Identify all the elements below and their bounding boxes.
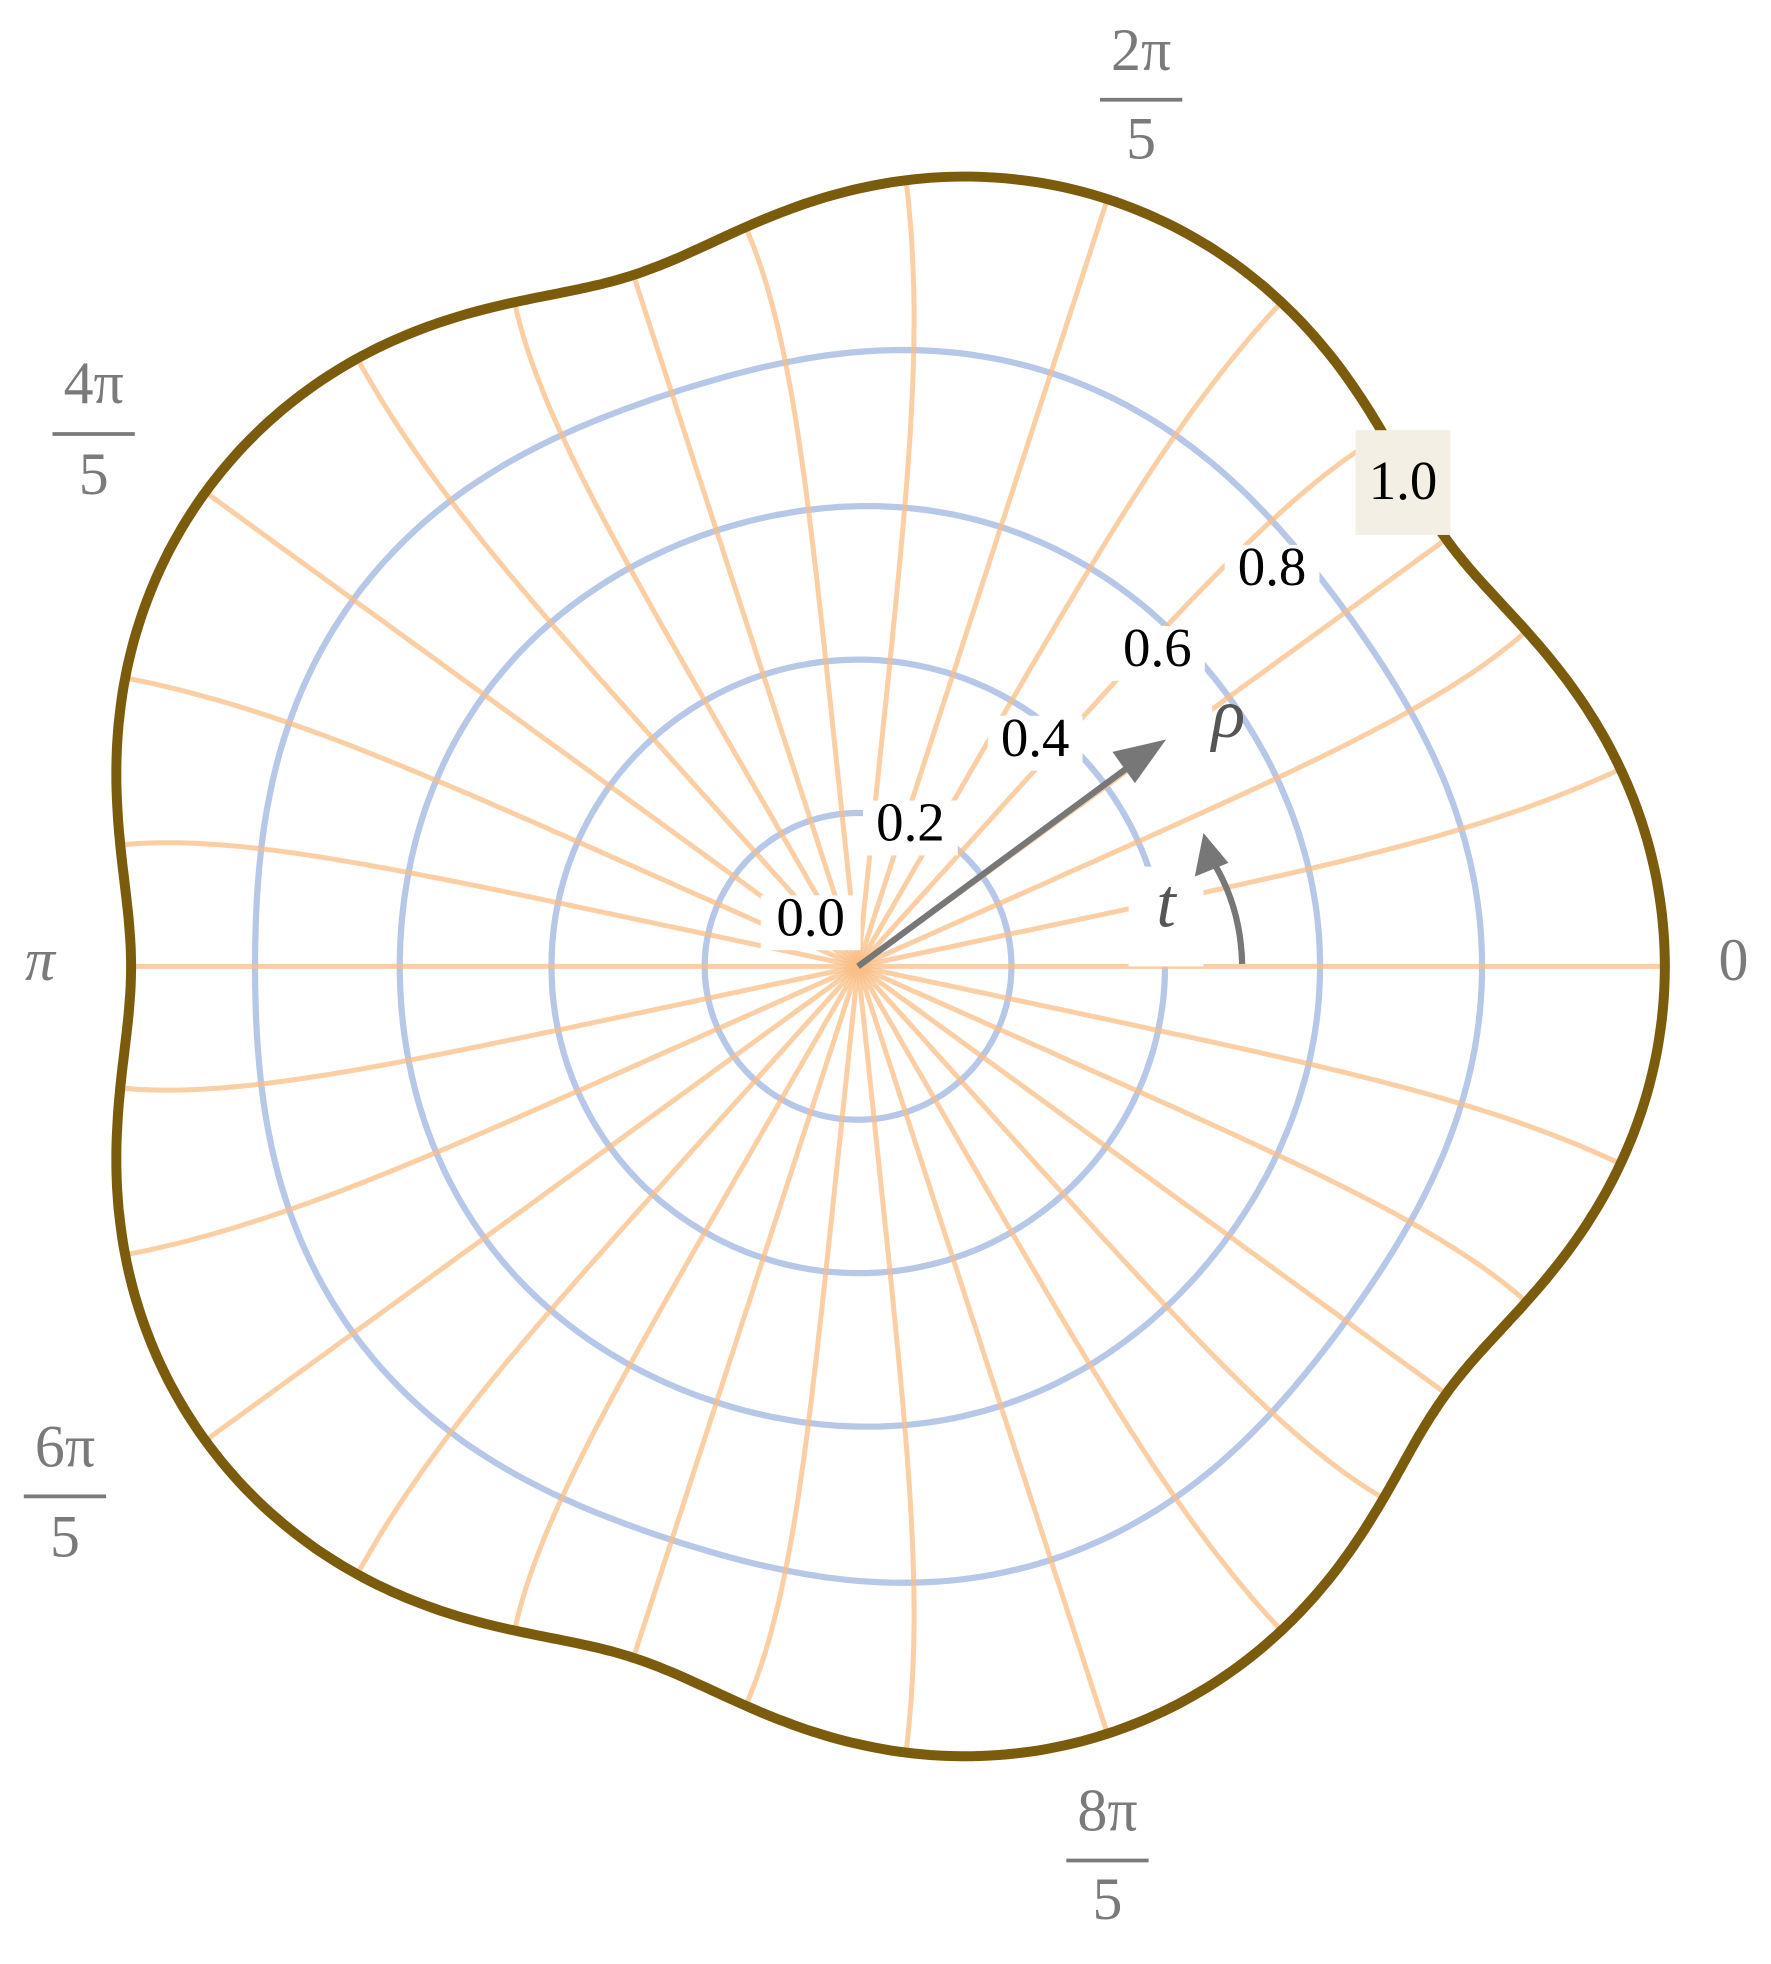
angular-ray (203, 964, 860, 1443)
rho-arrow (856, 764, 1131, 969)
angular-ray (124, 964, 860, 1258)
angle-numerator: 2π (1111, 17, 1171, 83)
angular-ray (355, 357, 860, 969)
angle-denominator: 5 (50, 1503, 80, 1569)
radial-label: 0.4 (1001, 707, 1070, 768)
angle-denominator: 5 (1126, 105, 1156, 171)
rho-arrowhead (1112, 739, 1167, 784)
angle-label: 0 (1718, 927, 1748, 993)
angular-ray (857, 766, 1622, 969)
angular-ray (855, 300, 1284, 968)
angle-denominator: 5 (1093, 1866, 1123, 1932)
angle-label: π (25, 927, 57, 993)
angular-ray (855, 965, 1284, 1633)
angle-numerator: 4π (64, 350, 124, 416)
rho-symbol: ρ (1210, 676, 1246, 753)
t-arrowhead (1194, 832, 1229, 877)
angular-ray (743, 226, 861, 967)
angular-ray (856, 964, 1448, 1396)
radial-label: 0.2 (876, 792, 945, 853)
angular-ray (124, 675, 860, 969)
angular-ray (856, 964, 1385, 1501)
angular-ray (855, 966, 917, 1753)
angle-numerator: 6π (35, 1413, 95, 1479)
angular-ray (120, 840, 859, 969)
angle-numerator: 8π (1077, 1778, 1137, 1844)
angular-ray (856, 432, 1385, 969)
angular-ray (857, 629, 1528, 969)
angular-ray (355, 964, 860, 1576)
angular-ray (857, 964, 1528, 1304)
grid (120, 180, 1665, 1753)
angular-ray (630, 274, 861, 968)
angular-ray (857, 963, 1622, 1167)
angular-ray (743, 966, 861, 1707)
t-symbol: t (1156, 865, 1177, 942)
radial-label: 0.0 (776, 886, 845, 947)
radial-label: 1.0 (1369, 450, 1438, 511)
angular-ray (855, 965, 1110, 1735)
radial-label: 0.6 (1123, 617, 1192, 678)
boundary-curve (111, 171, 1670, 1762)
radial-label: 0.8 (1238, 536, 1307, 597)
t-arc-arrow (1213, 865, 1246, 964)
angle-denominator: 5 (79, 441, 109, 507)
angular-ray (203, 490, 860, 969)
angular-ray (512, 301, 861, 968)
angular-ray (630, 965, 861, 1659)
angular-ray (512, 965, 861, 1632)
angular-ray (120, 963, 859, 1093)
